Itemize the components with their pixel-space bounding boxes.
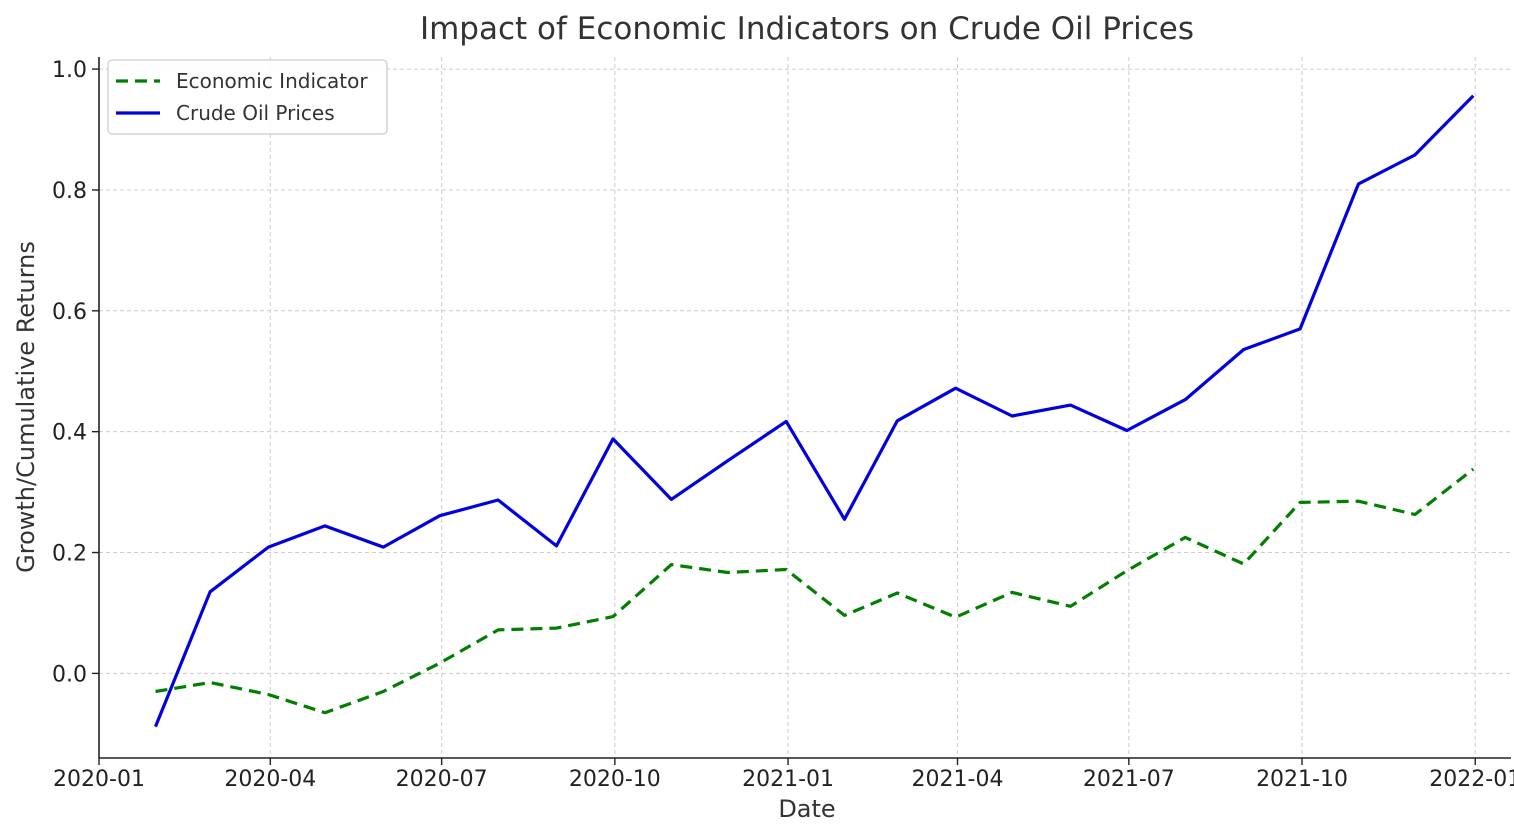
y-axis-ticks: 0.0 0.2 0.4 0.6 0.8 1.0 [52, 58, 99, 687]
x-tick-label-2022-01: 2022-01 [1429, 767, 1514, 792]
x-axis-ticks: 2020-01 2020-04 2020-07 2020-10 2021-01 2021-… [53, 758, 1514, 792]
x-tick-label-2020-10: 2020-10 [569, 767, 661, 792]
axes [98, 57, 1511, 759]
x-axis-label: Date [778, 795, 835, 823]
y-tick-label-1-0: 1.0 [52, 58, 87, 83]
y-tick-label-0-8: 0.8 [52, 179, 87, 204]
series-line-crude-oil-prices [154, 94, 1475, 728]
y-tick-label-0-6: 0.6 [52, 300, 87, 325]
x-tick-label-2020-07: 2020-07 [396, 767, 488, 792]
series-line-economic-indicator [155, 467, 1475, 715]
x-tick-label-2021-01: 2021-01 [742, 767, 834, 792]
grid [98, 57, 1511, 758]
legend-label-crude-oil-prices: Crude Oil Prices [176, 101, 335, 125]
y-tick-label-0-0: 0.0 [52, 662, 87, 687]
x-tick-label-2020-01: 2020-01 [53, 767, 145, 792]
legend-box [107, 59, 388, 135]
x-tick-label-2020-04: 2020-04 [224, 767, 316, 792]
x-tick-label-2021-10: 2021-10 [1256, 767, 1348, 792]
legend-label-economic-indicator: Economic Indicator [176, 69, 368, 93]
x-tick-label-2021-07: 2021-07 [1083, 767, 1175, 792]
plot-area [154, 94, 1475, 728]
legend: Economic Indicator Crude Oil Prices [107, 59, 388, 135]
chart-title: Impact of Economic Indicators on Crude O… [420, 11, 1194, 47]
x-tick-label-2021-04: 2021-04 [912, 767, 1004, 792]
y-axis-label: Growth/Cumulative Returns [12, 241, 40, 573]
y-tick-label-0-2: 0.2 [52, 542, 87, 567]
y-tick-label-0-4: 0.4 [52, 421, 87, 446]
